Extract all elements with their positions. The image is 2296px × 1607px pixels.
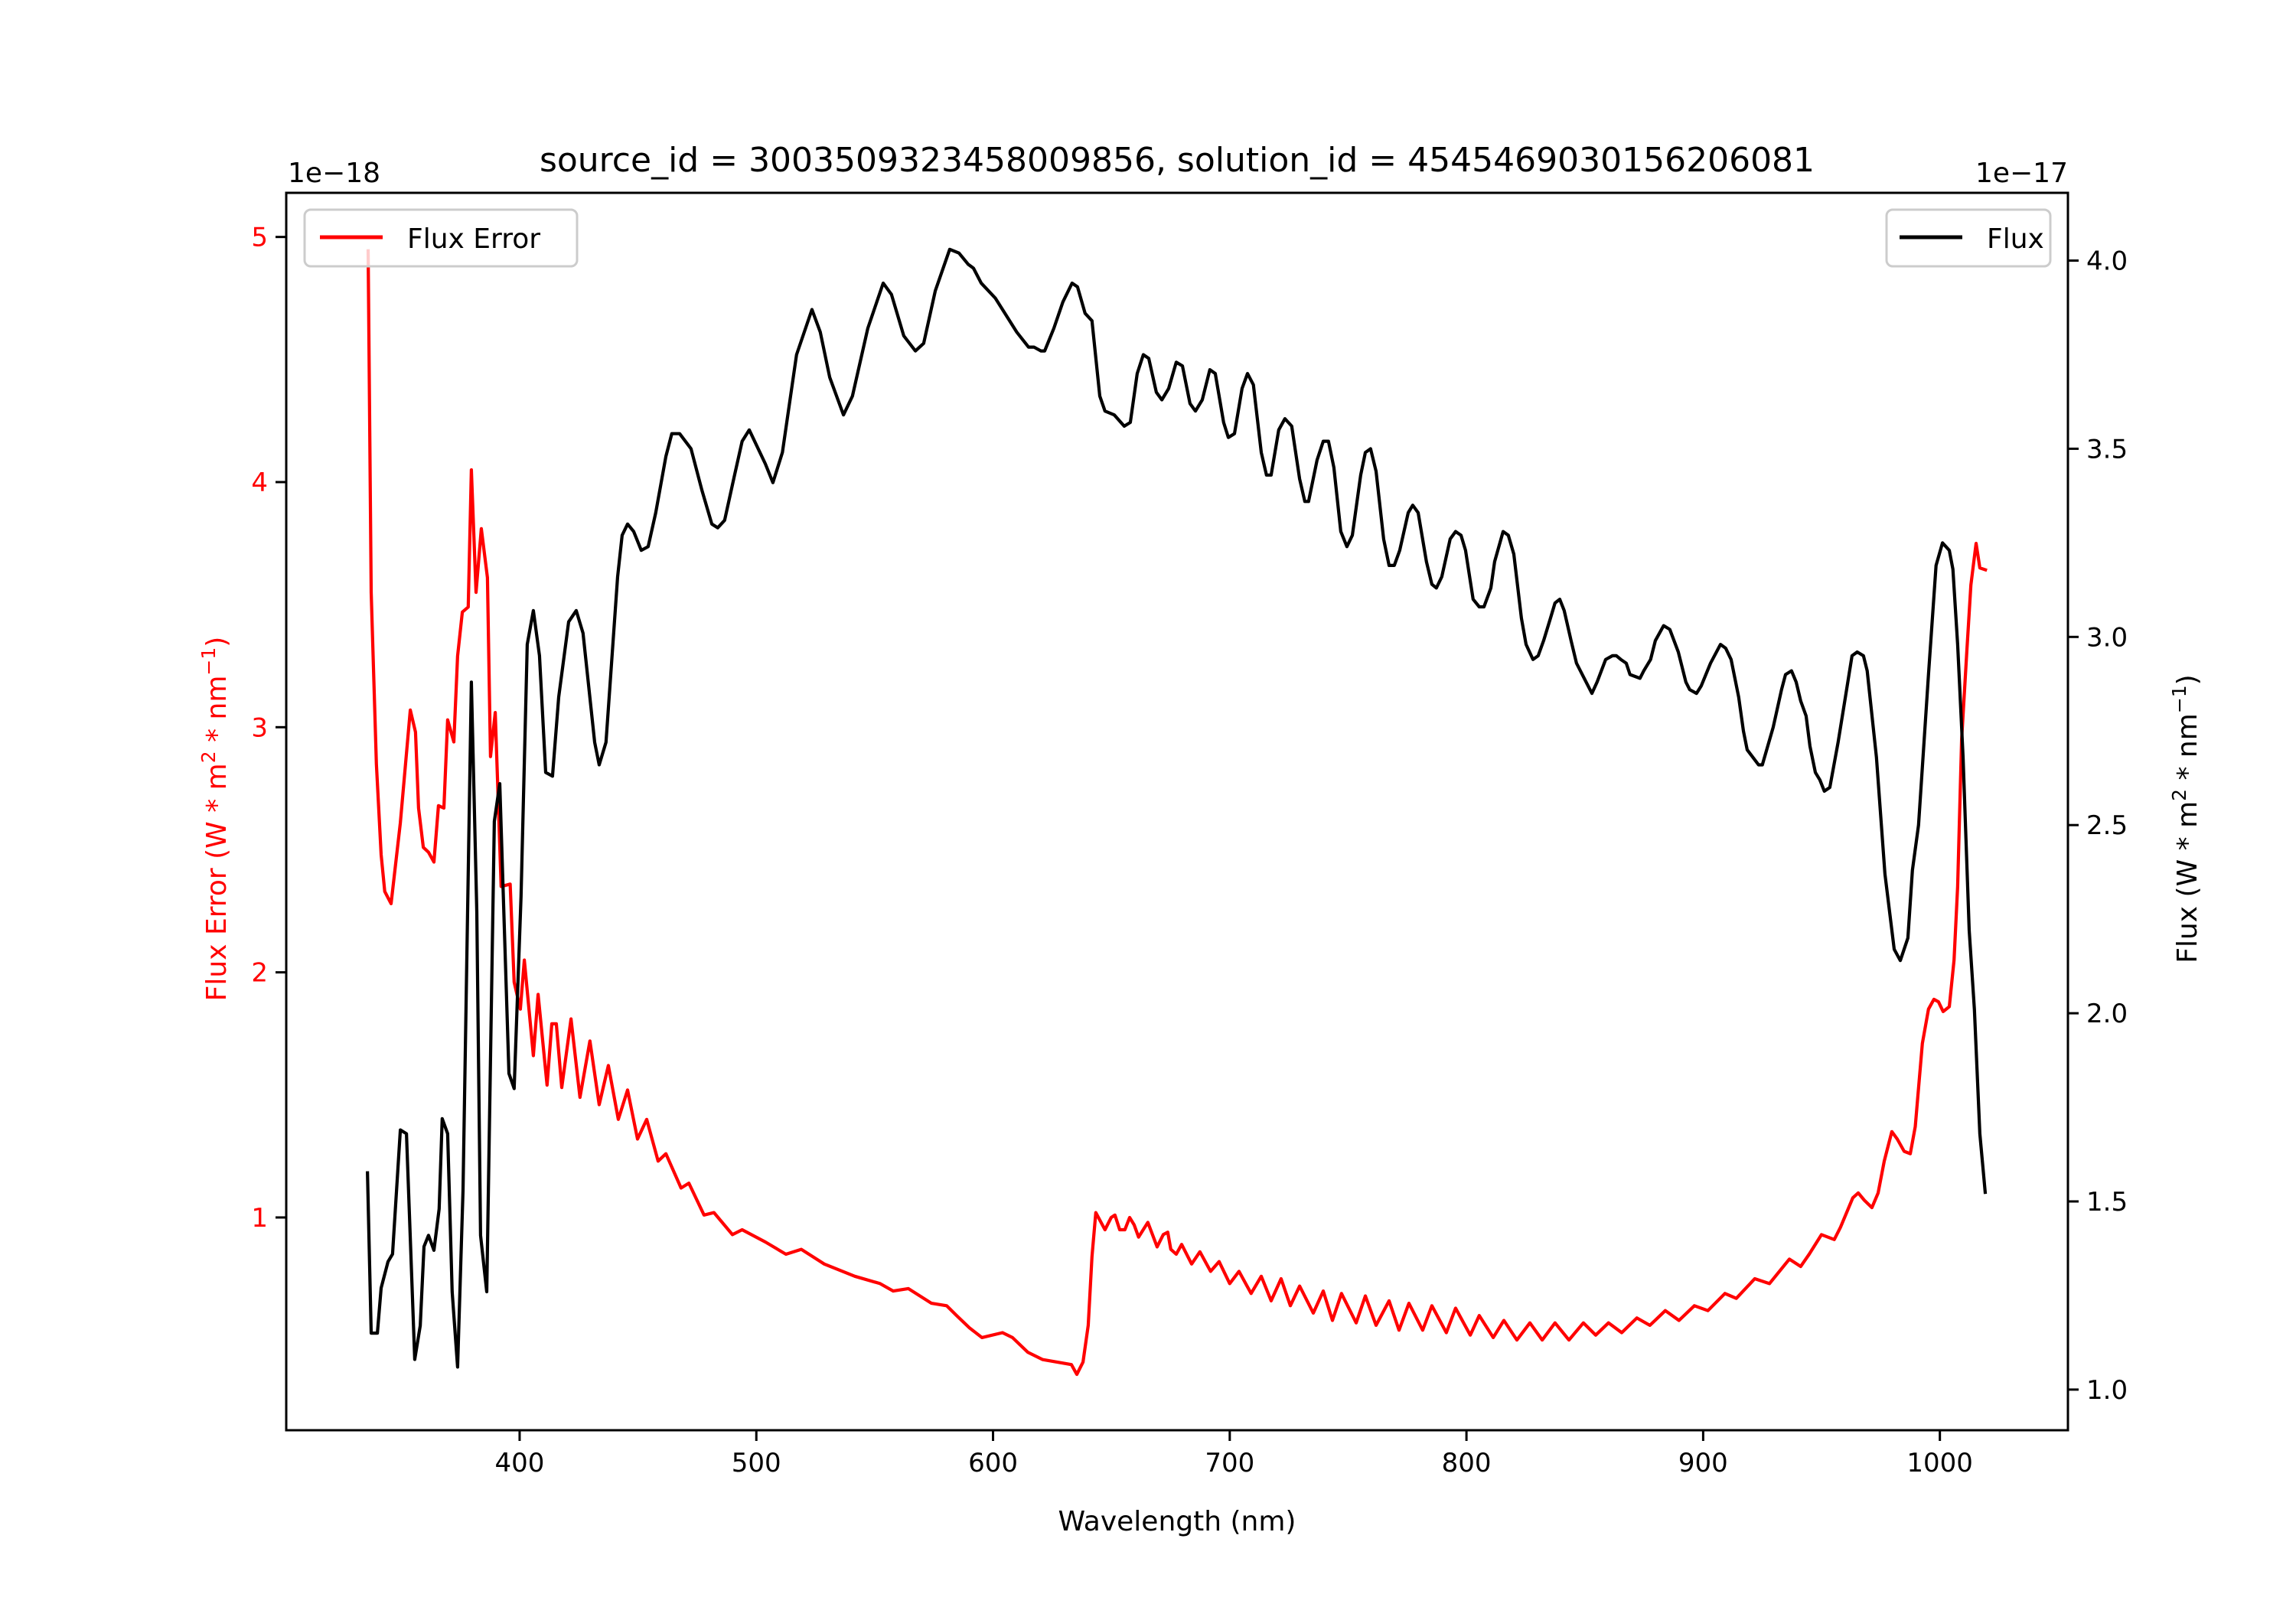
left-axis-offset-text: 1e−18: [288, 158, 380, 189]
axes-frame: [285, 191, 2069, 1432]
x-tick-label: 500: [732, 1448, 781, 1478]
right-axis-offset-text: 1e−17: [1975, 158, 2068, 189]
left-y-tick-label: 1: [251, 1203, 268, 1234]
right-y-tick-label: 4.0: [2086, 246, 2128, 277]
right-axis-label-text: * nm: [2172, 713, 2203, 789]
chart-title: source_id = 3003509323458009856, solutio…: [540, 141, 1815, 180]
right-axis-label-text: Flux (W * m: [2172, 801, 2203, 963]
x-axis-label: Wavelength (nm): [1058, 1506, 1296, 1537]
left-axis-label-text: ): [201, 637, 233, 647]
right-y-tick-label: 3.5: [2086, 434, 2128, 464]
left-axis-label-superscript: 2: [197, 751, 220, 763]
left-axis-label-text: * nm: [201, 676, 233, 751]
left-y-tick-label: 4: [251, 468, 268, 498]
plot-area: [366, 247, 1988, 1377]
x-tick-label: 400: [495, 1448, 545, 1478]
right-y-tick-label: 1.0: [2086, 1375, 2128, 1406]
right-axis-label-superscript: 2: [2168, 789, 2190, 801]
x-tick-label: 900: [1678, 1448, 1728, 1478]
legend-flux-error: Flux Error: [303, 208, 579, 268]
left-axis-label: Flux Error (W * m2 * nm−1): [197, 637, 233, 1002]
right-axis-label-text: ): [2172, 674, 2203, 685]
right-y-tick-label: 2.0: [2086, 999, 2128, 1029]
axes: 400 500 600 700 800 900 1000 1 2 3 4 5 1.0 1.5 2.0 2.5 3…: [251, 191, 2128, 1478]
right-y-tick-label: 3.0: [2086, 622, 2128, 653]
left-axis-label-text: Flux Error (W * m: [201, 763, 233, 1001]
legend-label-flux-error: Flux Error: [407, 223, 540, 255]
right-axis-label-superscript: −1: [2168, 685, 2190, 713]
legend-frame: [303, 208, 579, 268]
left-y-tick-label: 2: [251, 958, 268, 989]
left-y-tick-label: 5: [251, 223, 268, 253]
right-y-tick-label: 1.5: [2086, 1187, 2128, 1217]
right-axis-label: Flux (W * m2 * nm−1): [2168, 674, 2203, 963]
legend-frame: [1885, 208, 2052, 268]
x-tick-label: 700: [1205, 1448, 1254, 1478]
x-tick-label: 800: [1442, 1448, 1492, 1478]
left-axis-label-superscript: −1: [197, 647, 220, 676]
series-line-flux: [366, 247, 1988, 1369]
right-y-tick-label: 2.5: [2086, 810, 2128, 841]
legend-label-flux: Flux: [1987, 223, 2044, 255]
x-tick-label: 600: [968, 1448, 1018, 1478]
x-tick-label: 1000: [1906, 1448, 1973, 1478]
legend-flux: Flux: [1885, 208, 2052, 268]
left-y-tick-label: 3: [251, 712, 268, 743]
